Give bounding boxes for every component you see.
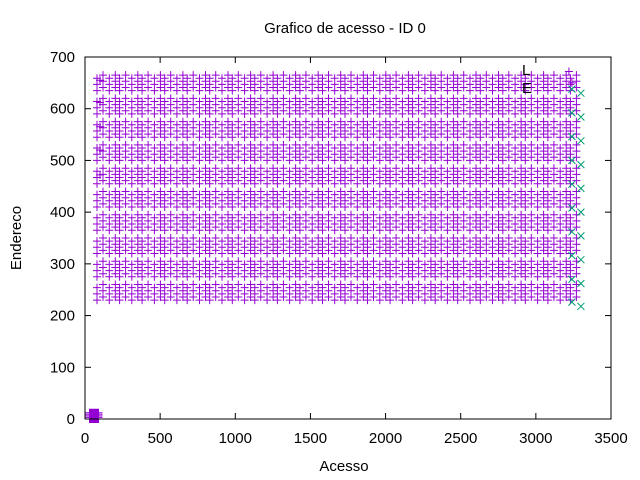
x-tick-label: 3500 — [594, 430, 627, 447]
x-tick-label: 2500 — [444, 430, 477, 447]
x-tick-label: 500 — [148, 430, 173, 447]
y-tick-label: 700 — [50, 49, 75, 66]
chart-title: Grafico de acesso - ID 0 — [264, 20, 426, 37]
axes: 0 500 1000 1500 2000 2500 3000 3500 0 100 200 300 40… — [50, 49, 628, 447]
data-points — [85, 67, 585, 423]
x-tick-label: 3000 — [519, 430, 552, 447]
y-tick-label: 600 — [50, 101, 75, 118]
y-tick-label: 100 — [50, 359, 75, 376]
legend: LE — [522, 62, 532, 97]
x-axis-title: Acesso — [319, 458, 368, 475]
x-tick-label: 0 — [81, 430, 89, 447]
legend-entry: E — [522, 80, 532, 97]
y-tick-label: 200 — [50, 308, 75, 325]
y-tick-label: 500 — [50, 152, 75, 169]
x-tick-label: 1500 — [294, 430, 327, 447]
x-tick-label: 2000 — [369, 430, 402, 447]
y-tick-label: 400 — [50, 204, 75, 221]
legend-entry: L — [522, 62, 530, 79]
plot-frame — [84, 56, 612, 420]
y-tick-label: 0 — [67, 411, 75, 428]
x-tick-label: 1000 — [219, 430, 252, 447]
series-cross-marks — [568, 85, 585, 311]
y-tick-label: 300 — [50, 256, 75, 273]
series-plus-marks — [85, 67, 581, 423]
y-axis-title: Endereco — [8, 206, 25, 270]
